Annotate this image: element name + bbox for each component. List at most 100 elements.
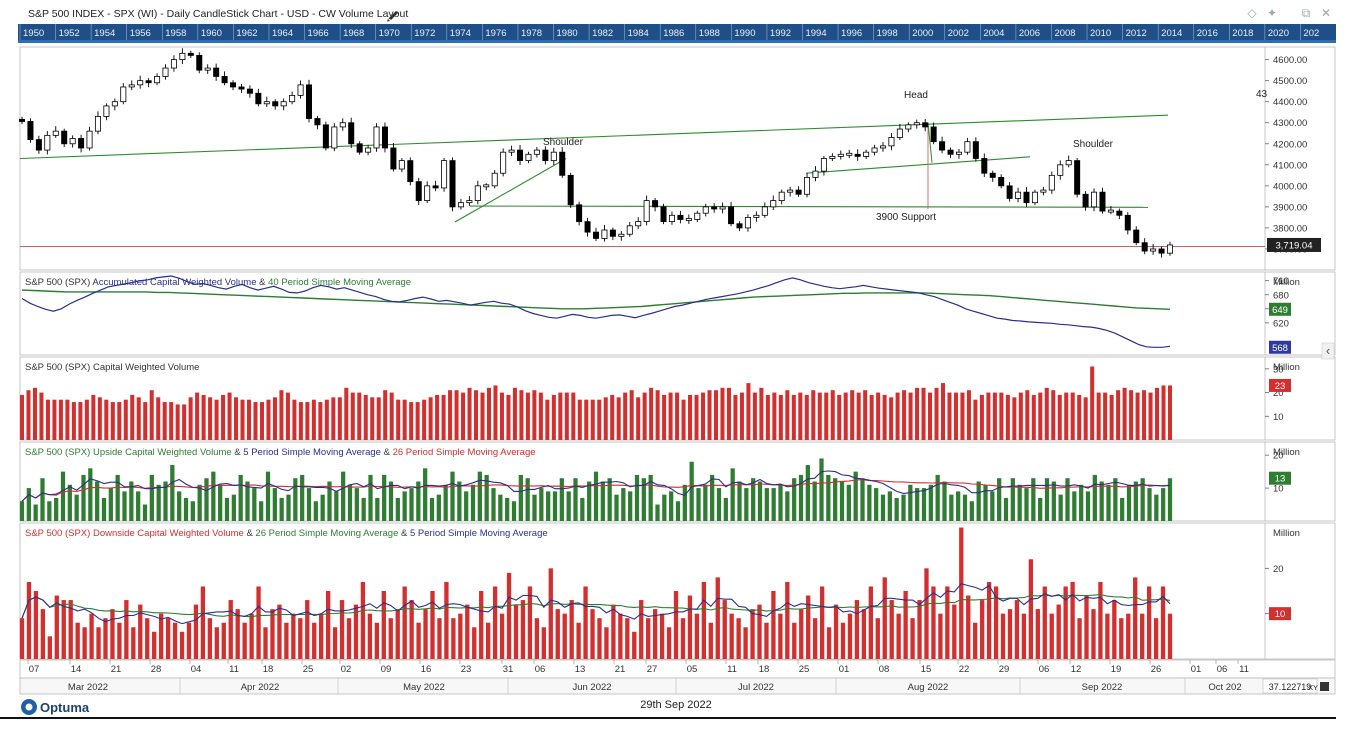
volume-bar bbox=[26, 488, 31, 521]
date-tick-label: 06 bbox=[1217, 664, 1228, 675]
date-tick-label: 09 bbox=[381, 664, 392, 675]
volume-bar bbox=[1146, 586, 1152, 659]
volume-bar bbox=[81, 474, 86, 521]
volume-bar bbox=[1012, 397, 1017, 440]
lock-icon[interactable] bbox=[1320, 682, 1329, 691]
candle bbox=[795, 189, 802, 195]
y-tick-label: 4300.00 bbox=[1273, 118, 1307, 129]
candle bbox=[314, 118, 321, 126]
volume-bar bbox=[388, 618, 393, 659]
volume-bar bbox=[694, 394, 699, 440]
year-label: 1954 bbox=[94, 28, 115, 39]
volume-bar bbox=[1063, 586, 1068, 659]
volume-bar bbox=[1154, 494, 1159, 521]
panel-title-part: & bbox=[232, 447, 242, 458]
downside-sma26-line bbox=[21, 593, 1171, 619]
volume-bar bbox=[1129, 390, 1134, 440]
volume-bar bbox=[454, 390, 459, 440]
year-label: 1952 bbox=[59, 28, 80, 39]
year-label: 2014 bbox=[1161, 28, 1182, 39]
candle bbox=[390, 147, 397, 170]
volume-bar bbox=[966, 390, 971, 440]
volume-bar bbox=[681, 399, 686, 440]
volume-bar bbox=[65, 399, 70, 440]
volume-bar bbox=[986, 392, 991, 440]
year-label: 2020 bbox=[1268, 28, 1289, 39]
candle bbox=[35, 139, 42, 151]
year-label: 1962 bbox=[236, 28, 257, 39]
xy-toggle: XY bbox=[1308, 683, 1318, 692]
volume-bar bbox=[566, 491, 571, 521]
year-label: 1958 bbox=[165, 28, 186, 39]
volume-bar bbox=[587, 481, 592, 521]
month-axis[interactable] bbox=[19, 677, 1336, 695]
volume-bar bbox=[694, 613, 700, 659]
candle bbox=[685, 218, 692, 221]
volume-bar bbox=[249, 613, 254, 659]
volume-bar bbox=[729, 613, 734, 659]
month-label: Apr 2022 bbox=[241, 682, 280, 693]
collapse-panel-button[interactable] bbox=[1321, 342, 1335, 360]
volume-bar bbox=[696, 488, 701, 521]
volume-bar bbox=[182, 404, 187, 440]
volume-bar bbox=[882, 394, 887, 440]
volume-bar bbox=[590, 609, 595, 659]
volume-bar bbox=[966, 595, 971, 659]
volume-bar bbox=[652, 609, 658, 659]
volume-bar bbox=[470, 484, 476, 521]
volume-bar bbox=[744, 488, 749, 521]
volume-bar bbox=[284, 622, 289, 659]
volume-bar bbox=[798, 474, 804, 521]
candle bbox=[947, 149, 954, 155]
volume-bar bbox=[614, 494, 619, 521]
volume-bar bbox=[409, 600, 414, 659]
volume-bar bbox=[860, 478, 865, 521]
volume-bar bbox=[577, 399, 582, 440]
volume-bar bbox=[149, 390, 154, 440]
candle bbox=[1023, 191, 1030, 204]
volume-bar bbox=[969, 501, 974, 521]
year-timeline-highlight bbox=[18, 40, 1336, 43]
volume-bar bbox=[197, 484, 202, 521]
volume-bar bbox=[499, 613, 505, 659]
volume-bar bbox=[477, 471, 482, 521]
volume-bar bbox=[833, 604, 839, 659]
volume-bar bbox=[305, 402, 310, 440]
volume-bar bbox=[743, 627, 748, 659]
volume-bar bbox=[341, 471, 346, 521]
candle bbox=[238, 86, 245, 90]
volume-bar bbox=[1077, 394, 1082, 440]
volume-bar bbox=[1140, 613, 1145, 659]
volume-bar bbox=[300, 474, 305, 521]
volume-bar bbox=[33, 504, 38, 521]
volume-bar bbox=[538, 392, 543, 440]
date-axis[interactable] bbox=[19, 659, 1336, 679]
volume-bar bbox=[177, 491, 182, 521]
volume-bar bbox=[669, 491, 674, 521]
panel-title-part: S&P 500 (SPX) bbox=[25, 277, 90, 288]
y-tick-label: 4500.00 bbox=[1273, 76, 1307, 87]
volume-bar bbox=[778, 394, 783, 440]
volume-bar bbox=[938, 613, 943, 659]
volume-bar bbox=[103, 618, 108, 659]
volume-bar bbox=[506, 572, 512, 659]
volume-bar bbox=[253, 402, 258, 440]
date-tick-label: 07 bbox=[29, 664, 40, 675]
volume-bar bbox=[1010, 478, 1015, 521]
volume-bar bbox=[78, 402, 83, 440]
volume-bar bbox=[607, 478, 612, 521]
value-badge bbox=[1269, 607, 1291, 621]
volume-bar bbox=[992, 392, 997, 440]
candle bbox=[170, 59, 177, 69]
volume-bar bbox=[546, 491, 551, 521]
panel-2-frame bbox=[19, 271, 1336, 356]
candle bbox=[213, 67, 220, 77]
year-timeline-strip[interactable] bbox=[18, 24, 1336, 41]
edit-pencil-icon[interactable] bbox=[387, 11, 398, 22]
volume-bar bbox=[1167, 478, 1173, 521]
volume-bar bbox=[625, 618, 630, 659]
volume-bar bbox=[548, 568, 553, 659]
volume-bar bbox=[616, 397, 621, 440]
volume-bar bbox=[634, 474, 640, 521]
volume-bar bbox=[1031, 394, 1036, 440]
